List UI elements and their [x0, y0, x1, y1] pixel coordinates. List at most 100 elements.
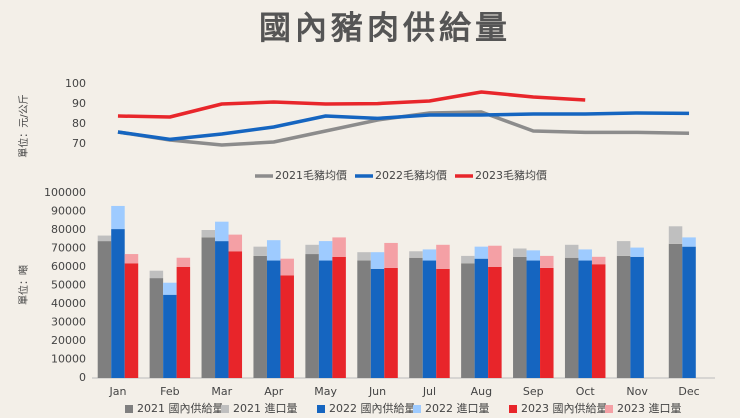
price-line [117, 111, 690, 142]
bar [357, 260, 371, 378]
bar [668, 226, 683, 244]
bar [616, 255, 631, 378]
bar [305, 244, 319, 255]
y-tick-label: 50000 [51, 279, 86, 292]
legend-label: 2021毛豬均價 [275, 168, 347, 182]
bar [409, 251, 423, 258]
bar [266, 240, 281, 261]
y-axis-title: 單位：元/公斤 [17, 94, 30, 157]
bar [318, 241, 333, 261]
bar [526, 260, 541, 378]
bar [370, 252, 385, 269]
bar [149, 278, 164, 378]
y-tick-label: 20000 [51, 334, 86, 347]
price-line [117, 90, 586, 119]
bar [668, 243, 683, 378]
bar [616, 241, 631, 256]
legend-label: 2022毛豬均價 [375, 168, 447, 182]
bar [176, 257, 191, 267]
legend-label: 2023 進口量 [617, 402, 682, 415]
y-tick-label: 80000 [51, 223, 86, 236]
bar [384, 267, 398, 378]
y-tick-label: 0 [79, 371, 86, 384]
bar [682, 237, 696, 247]
bar [149, 270, 164, 279]
bar [124, 254, 139, 264]
bar [318, 260, 333, 378]
bar [97, 235, 112, 242]
bar [436, 268, 450, 378]
bar [266, 260, 281, 378]
bar [526, 250, 541, 261]
x-tick-label: May [314, 385, 337, 398]
bar [228, 251, 243, 378]
bar [578, 260, 592, 378]
bar [630, 247, 644, 257]
bar [513, 256, 527, 378]
y-tick-label: 100 [65, 77, 86, 90]
bar [422, 260, 437, 378]
bar [253, 246, 267, 256]
x-tick-label: Mar [211, 385, 232, 398]
x-tick-label: Jan [108, 385, 126, 398]
bar [513, 248, 527, 257]
bar [305, 254, 319, 378]
x-tick-label: Jul [422, 385, 436, 398]
x-tick-label: Dec [678, 385, 699, 398]
y-tick-label: 100000 [44, 186, 86, 199]
x-tick-label: Nov [626, 385, 648, 398]
x-tick-label: Oct [576, 385, 596, 398]
bar [370, 268, 385, 378]
x-tick-label: Feb [160, 385, 179, 398]
legend-swatch [509, 405, 517, 413]
y-axis-title: 單位：噸 [17, 265, 30, 305]
legend-swatch [605, 405, 613, 413]
y-tick-label: 10000 [51, 353, 86, 366]
bar [332, 237, 346, 257]
bar [228, 234, 243, 252]
bar [332, 256, 346, 378]
bar [488, 267, 502, 378]
legend-label: 2021 進口量 [233, 402, 298, 415]
legend-label: 2023毛豬均價 [475, 168, 547, 182]
legend-swatch [413, 405, 421, 413]
bar [280, 258, 294, 276]
bar [163, 282, 177, 295]
bar [384, 242, 398, 268]
y-tick-label: 90000 [51, 205, 86, 218]
bar [578, 249, 592, 261]
bar [97, 241, 112, 378]
bar [280, 275, 294, 378]
bar [215, 241, 229, 378]
bar [488, 245, 502, 267]
y-tick-label: 70 [72, 137, 86, 150]
legend-swatch [317, 405, 325, 413]
chart-title: 國內豬肉供給量 [259, 9, 511, 47]
y-tick-label: 90 [72, 97, 86, 110]
legend-label: 2022 國內供給量 [329, 401, 416, 415]
bar [163, 294, 177, 378]
y-tick-label: 60000 [51, 260, 86, 273]
bar [540, 267, 554, 378]
x-tick-label: Aug [471, 385, 492, 398]
bar [409, 257, 423, 378]
bar [215, 221, 229, 242]
bar [111, 229, 125, 378]
bar [176, 267, 191, 378]
y-tick-label: 40000 [51, 297, 86, 310]
legend-label: 2022 進口量 [425, 402, 490, 415]
bar [564, 257, 579, 378]
bar [436, 244, 450, 269]
legend-label: 2023 國內供給量 [521, 401, 608, 415]
y-tick-label: 30000 [51, 316, 86, 329]
bar [253, 255, 267, 378]
bar [201, 237, 216, 378]
bar [474, 246, 489, 259]
x-tick-label: Jun [368, 385, 386, 398]
bar [540, 255, 554, 268]
legend-label: 2021 國內供給量 [137, 401, 224, 415]
bar [564, 244, 579, 258]
bar [591, 264, 606, 378]
y-tick-label: 80 [72, 117, 86, 130]
